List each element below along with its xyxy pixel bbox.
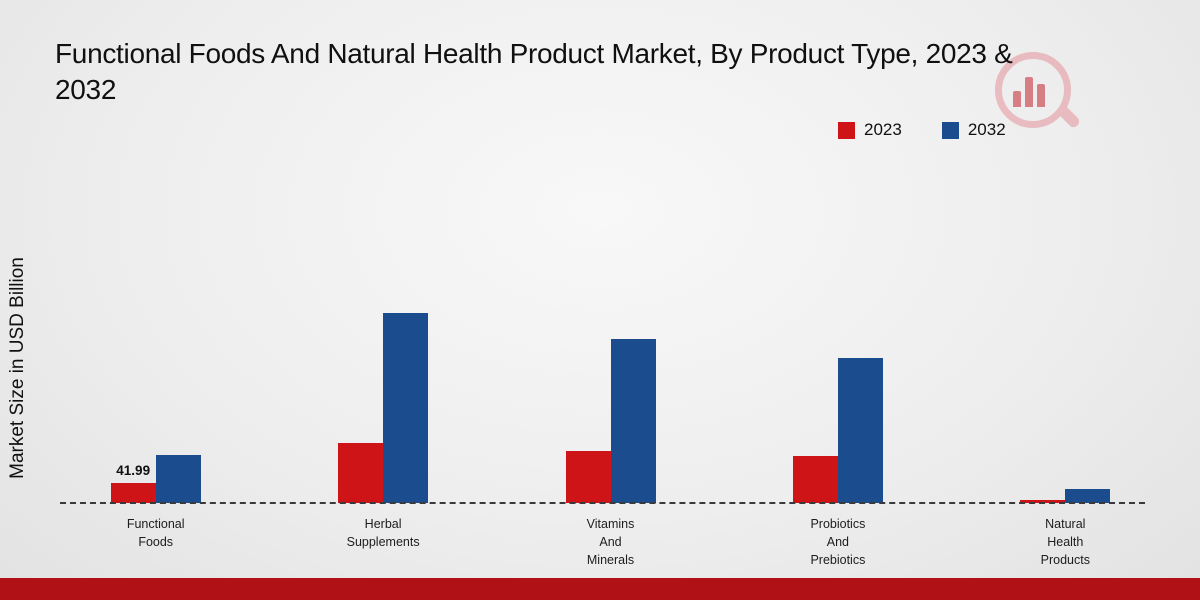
footer-band	[0, 578, 1200, 600]
x-axis-category-label: Natural Health Products	[1040, 517, 1090, 567]
y-axis-label: Market Size in USD Billion	[7, 257, 28, 479]
chart-title-line-1: Functional Foods And Natural Health Prod…	[55, 38, 1013, 69]
legend-swatch-2023	[838, 121, 855, 139]
chart-title: Functional Foods And Natural Health Prod…	[55, 36, 1013, 108]
magnifier-lens-icon	[995, 52, 1071, 128]
plot-area: Functional Foods Herbal Supplements Vitamins…	[42, 303, 1179, 567]
logo-bar-icon	[1037, 84, 1045, 107]
chart-title-line-2: 2032	[55, 74, 117, 105]
logo-bar-icon	[1013, 91, 1021, 107]
bar-2023-1	[110, 483, 156, 503]
bar-2023-4	[792, 456, 838, 503]
legend-label-2032: 2032	[967, 120, 1006, 139]
bar-2032-2	[383, 312, 429, 503]
bar-value-label: 41.99	[116, 463, 151, 479]
bar-2023-2	[338, 443, 384, 503]
bar-2032-4	[837, 357, 883, 503]
logo-bar-icon	[1025, 77, 1033, 107]
bar-2032-3	[610, 338, 656, 503]
x-axis-category-label: Probiotics And Prebiotics	[810, 517, 866, 567]
x-axis-category-label: Herbal Supplements	[346, 517, 420, 549]
x-axis-category-label: Functional Foods	[126, 517, 185, 549]
x-axis-category-label: Vitamins And Minerals	[586, 517, 635, 567]
legend: 2023 2032	[838, 120, 1006, 140]
legend-item-2032: 2032	[941, 120, 1006, 140]
bar-2023-5	[1020, 500, 1066, 503]
magnifier-bar-chart-logo	[995, 52, 1085, 138]
legend-label-2023: 2023	[864, 120, 902, 139]
logo-bars-icon	[1013, 73, 1045, 107]
bar-2032-5	[1065, 488, 1111, 503]
bar-2023-3	[565, 450, 611, 503]
legend-swatch-2032	[941, 121, 959, 139]
bar-2032-1	[155, 455, 201, 503]
legend-item-2023: 2023	[838, 120, 902, 140]
x-axis-baseline	[60, 502, 1145, 504]
